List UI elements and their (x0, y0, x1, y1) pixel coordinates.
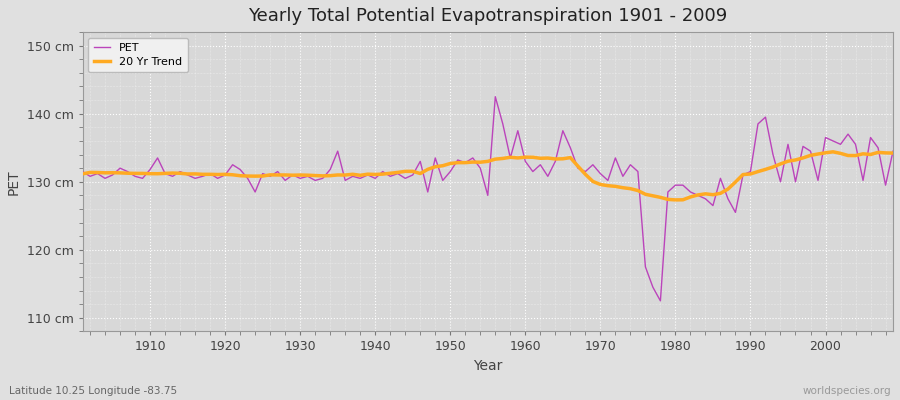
PET (617, 174, 628, 179)
20 Yr Trend (610, 184, 621, 189)
PET (527, 169, 538, 174)
20 Yr Trend (77, 172, 88, 176)
Text: worldspecies.org: worldspecies.org (803, 386, 891, 396)
20 Yr Trend (347, 172, 358, 177)
PET (887, 149, 898, 154)
PET (490, 94, 500, 99)
PET (347, 174, 358, 179)
20 Yr Trend (828, 150, 839, 154)
20 Yr Trend (512, 156, 523, 160)
X-axis label: Year: Year (473, 359, 502, 373)
Y-axis label: PET: PET (7, 169, 21, 194)
Legend: PET, 20 Yr Trend: PET, 20 Yr Trend (88, 38, 188, 72)
PET (302, 174, 313, 179)
20 Yr Trend (302, 173, 313, 178)
Line: 20 Yr Trend: 20 Yr Trend (83, 152, 893, 200)
PET (520, 159, 531, 164)
Line: PET: PET (83, 97, 893, 301)
PET (655, 298, 666, 303)
PET (77, 169, 88, 174)
20 Yr Trend (670, 198, 680, 202)
Title: Yearly Total Potential Evapotranspiration 1901 - 2009: Yearly Total Potential Evapotranspiratio… (248, 7, 727, 25)
PET (137, 176, 148, 181)
20 Yr Trend (137, 171, 148, 176)
Text: Latitude 10.25 Longitude -83.75: Latitude 10.25 Longitude -83.75 (9, 386, 177, 396)
20 Yr Trend (887, 151, 898, 156)
20 Yr Trend (520, 155, 531, 160)
